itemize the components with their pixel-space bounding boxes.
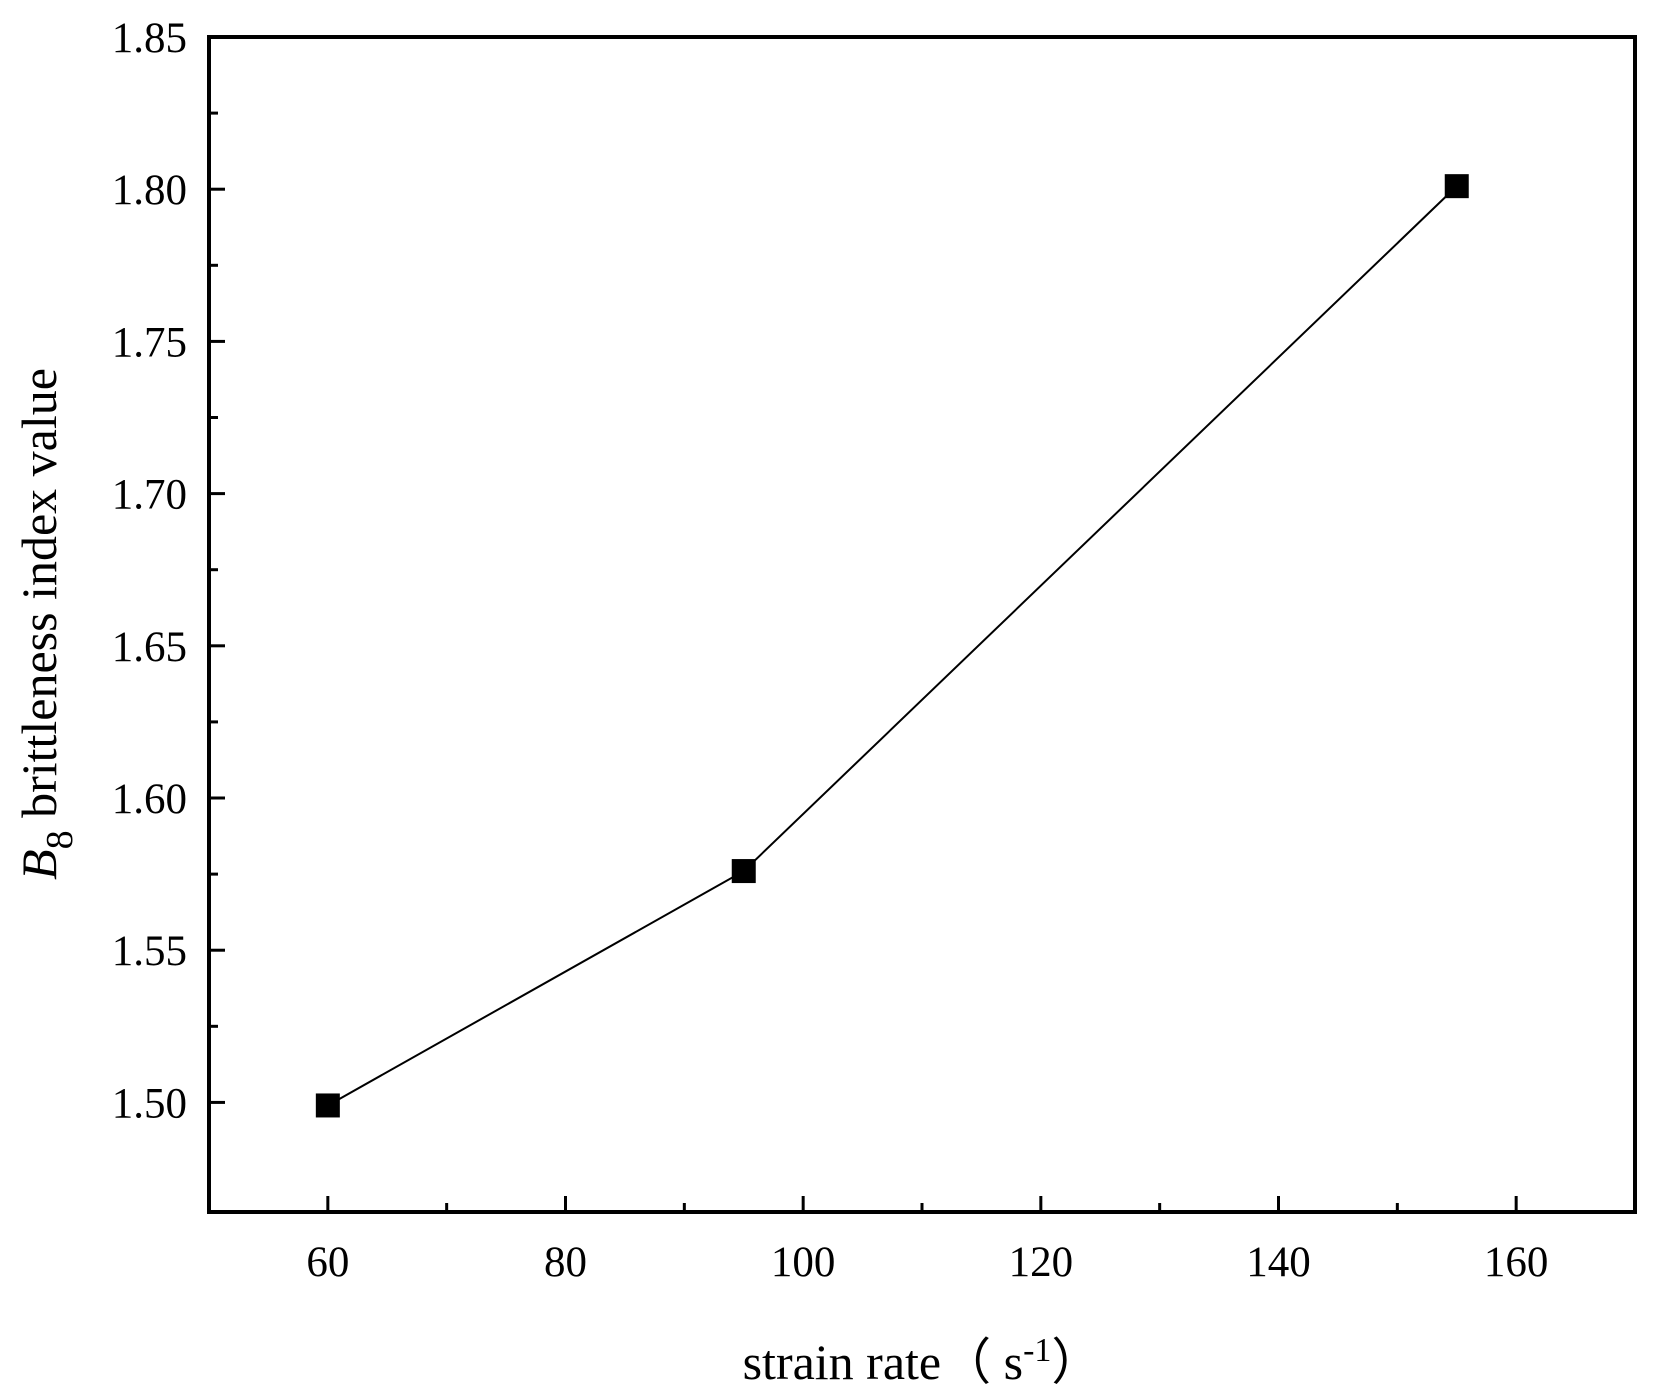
y-tick-label: 1.65	[112, 624, 187, 671]
x-tick-label: 60	[306, 1239, 349, 1286]
data-point-marker	[731, 859, 756, 884]
y-tick-label: 1.85	[112, 15, 187, 62]
data-point-marker	[1444, 174, 1469, 199]
x-axis-ticks: 60 80 100 120 140 160	[306, 1196, 1548, 1286]
x-tick-label: 160	[1484, 1239, 1549, 1286]
y-axis-title: B8 brittleness index value	[11, 368, 81, 880]
y-tick-label: 1.80	[112, 167, 187, 214]
x-tick-label: 100	[771, 1239, 836, 1286]
x-tick-label: 80	[544, 1239, 587, 1286]
y-axis-ticks: 1.50 1.55 1.60 1.65 1.70 1.75 1.80 1.85	[112, 15, 225, 1127]
x-tick-label: 120	[1009, 1239, 1074, 1286]
data-point-marker	[315, 1093, 340, 1118]
y-tick-label: 1.50	[112, 1080, 187, 1127]
plot-frame	[207, 35, 1637, 1214]
x-tick-label: 140	[1246, 1239, 1311, 1286]
x-axis-title: strain rate（ s-1）	[743, 1332, 1102, 1390]
series-line	[327, 185, 1458, 1107]
series-layer	[315, 174, 1469, 1118]
y-tick-label: 1.70	[112, 472, 187, 519]
y-tick-label: 1.60	[112, 776, 187, 823]
y-tick-label: 1.75	[112, 319, 187, 366]
y-tick-label: 1.55	[112, 928, 187, 975]
